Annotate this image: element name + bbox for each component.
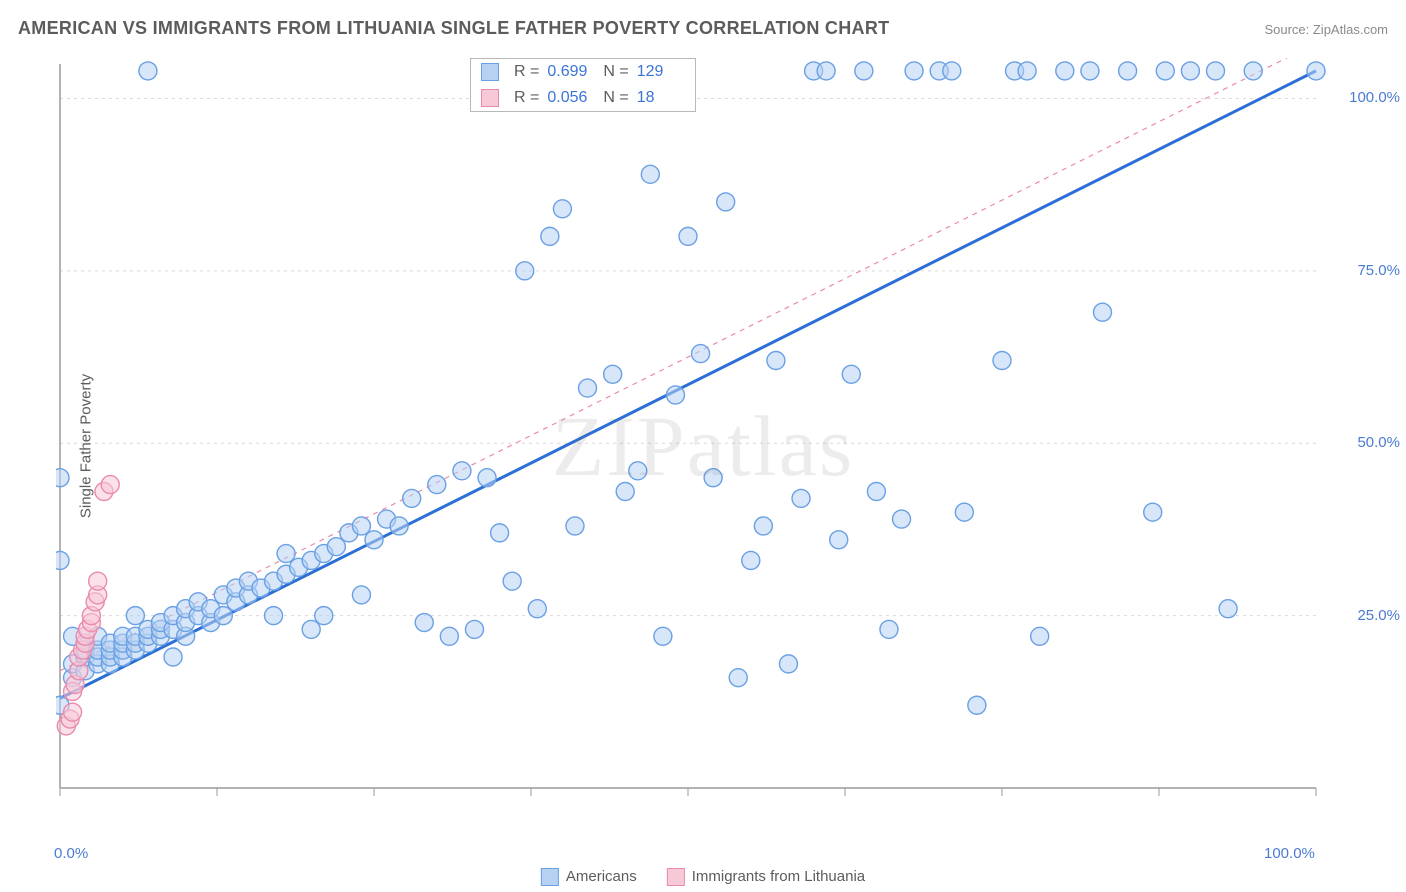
- legend-label: Immigrants from Lithuania: [692, 868, 865, 885]
- y-tick-label: 100.0%: [1349, 89, 1400, 106]
- legend-item: Americans: [541, 868, 637, 886]
- legend-swatch: [541, 868, 559, 886]
- stat-label: N =: [603, 63, 628, 81]
- stat-row: R = 0.056 N = 18: [471, 85, 695, 111]
- legend-swatch: [481, 89, 499, 107]
- stat-value: 0.056: [547, 89, 595, 107]
- stat-label: R =: [514, 63, 539, 81]
- stat-label: R =: [514, 89, 539, 107]
- x-tick-label: 100.0%: [1264, 845, 1315, 862]
- scatter-plot: [56, 58, 1386, 828]
- stat-value: 0.699: [547, 63, 595, 81]
- legend-swatch: [667, 868, 685, 886]
- y-axis-label: Single Father Poverty: [78, 374, 95, 518]
- source-label: Source: ZipAtlas.com: [1264, 22, 1388, 37]
- chart-title: AMERICAN VS IMMIGRANTS FROM LITHUANIA SI…: [18, 18, 889, 39]
- legend-label: Americans: [566, 868, 637, 885]
- y-tick-label: 75.0%: [1357, 262, 1400, 279]
- correlation-stats-box: R = 0.699 N = 129 R = 0.056 N = 18: [470, 58, 696, 112]
- legend-swatch: [481, 63, 499, 81]
- bottom-legend: Americans Immigrants from Lithuania: [541, 868, 865, 886]
- stat-label: N =: [603, 89, 628, 107]
- y-tick-label: 25.0%: [1357, 607, 1400, 624]
- y-tick-label: 50.0%: [1357, 434, 1400, 451]
- legend-item: Immigrants from Lithuania: [667, 868, 865, 886]
- x-tick-label: 0.0%: [54, 845, 88, 862]
- stat-value: 18: [637, 89, 685, 107]
- stat-value: 129: [637, 63, 685, 81]
- stat-row: R = 0.699 N = 129: [471, 59, 695, 85]
